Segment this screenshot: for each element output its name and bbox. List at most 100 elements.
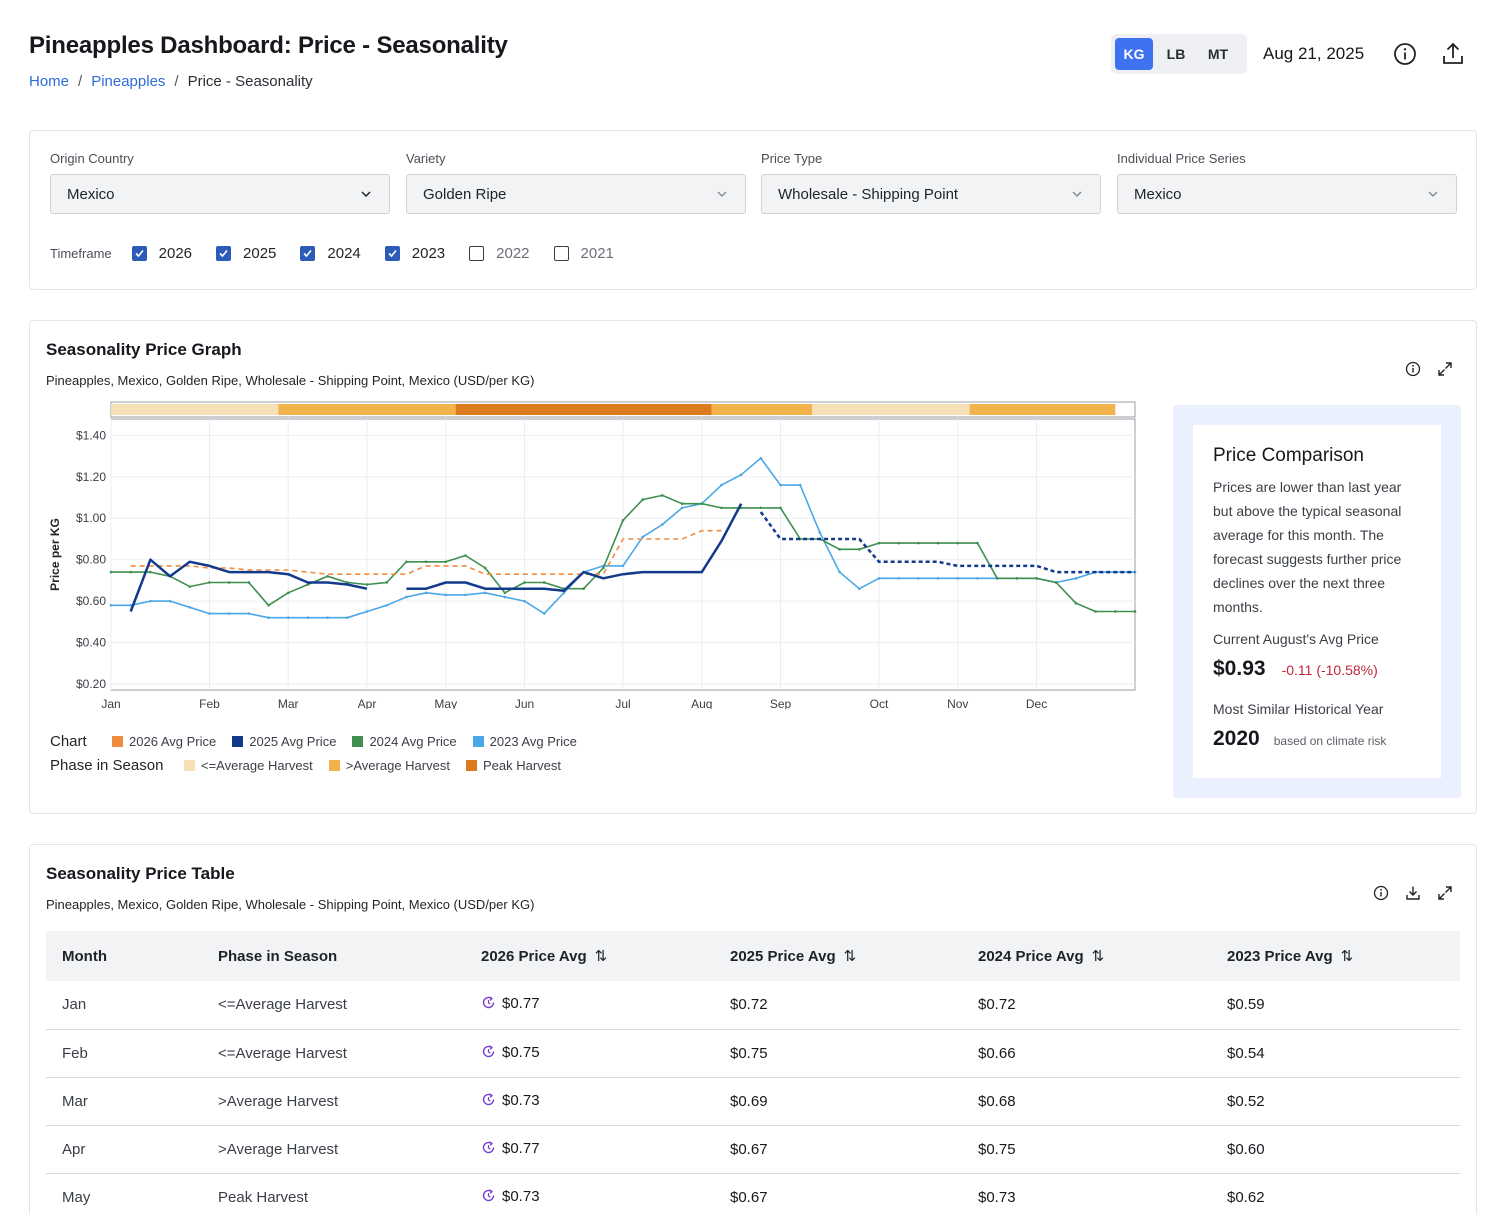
column-header-2023[interactable]: 2023 Price Avg ⇅ — [1211, 931, 1460, 981]
data-point — [503, 595, 507, 599]
data-point — [306, 616, 310, 619]
cell-2026: $0.77 — [465, 1125, 714, 1174]
year-label: 2021 — [580, 245, 614, 262]
sort-icon[interactable]: ⇅ — [1340, 948, 1354, 965]
legend-item-2024[interactable]: 2024 Avg Price — [352, 734, 457, 749]
data-point — [641, 535, 644, 539]
data-point — [858, 548, 861, 551]
data-point — [385, 603, 388, 607]
data-point — [1094, 610, 1097, 613]
graph-subtitle: Pineapples, Mexico, Golden Ripe, Wholesa… — [46, 373, 535, 388]
sort-icon[interactable]: ⇅ — [843, 948, 857, 965]
legend-swatch — [112, 736, 123, 747]
variety-select[interactable]: Golden Ripe — [406, 174, 746, 214]
data-point — [365, 583, 369, 586]
data-point — [779, 483, 782, 487]
chevron-down-icon — [361, 191, 371, 198]
price-series-label: Individual Price Series — [1117, 151, 1246, 166]
column-header-label: 2026 Price Avg — [481, 948, 587, 965]
data-point — [1114, 610, 1117, 613]
cell-2024: $0.68 — [962, 1077, 1211, 1126]
year-2024-checkbox[interactable]: 2024 — [300, 245, 361, 262]
unit-lb-button[interactable]: LB — [1166, 46, 1186, 62]
legend-item-2025[interactable]: 2025 Avg Price — [232, 734, 336, 749]
data-point — [897, 541, 900, 545]
cell-2024: $0.66 — [962, 1029, 1211, 1078]
info-icon[interactable] — [1372, 884, 1390, 902]
year-2022-checkbox[interactable]: 2022 — [469, 245, 530, 262]
legend-label: Peak Harvest — [482, 758, 562, 773]
cell-month: Jan — [46, 981, 202, 1030]
column-header-month[interactable]: Month — [46, 931, 202, 981]
legend-label: >Average Harvest — [345, 758, 450, 773]
data-point — [523, 581, 526, 584]
share-upload-icon[interactable] — [1440, 41, 1466, 67]
column-header-label: 2023 Price Avg — [1227, 948, 1333, 965]
info-icon[interactable] — [1392, 41, 1418, 67]
data-point — [464, 554, 467, 557]
forecast-icon — [481, 1044, 496, 1063]
comparison-title: Price Comparison — [1213, 445, 1364, 466]
data-point — [168, 599, 172, 603]
column-header-label: 2024 Price Avg — [978, 948, 1084, 965]
cell-2023: $0.60 — [1211, 1125, 1460, 1174]
price-type-select[interactable]: Wholesale - Shipping Point — [761, 174, 1101, 214]
column-header-2024[interactable]: 2024 Price Avg ⇅ — [962, 931, 1211, 981]
cell-2023: $0.54 — [1211, 1029, 1460, 1078]
column-header-label: Month — [62, 947, 107, 965]
chart-legend: Chart 2026 Avg Price 2025 Avg Price 2024… — [50, 733, 593, 750]
data-point — [779, 506, 782, 510]
breadcrumb-separator: / — [174, 73, 179, 90]
download-icon[interactable] — [1404, 884, 1422, 902]
data-point — [149, 570, 152, 574]
column-header-2025[interactable]: 2025 Price Avg ⇅ — [714, 931, 962, 981]
breadcrumb-home-link[interactable]: Home — [29, 73, 70, 90]
expand-icon[interactable] — [1436, 360, 1454, 378]
cell-2025: $0.67 — [714, 1173, 962, 1214]
legend-item-2026[interactable]: 2026 Avg Price — [112, 734, 216, 749]
info-icon[interactable] — [1404, 360, 1422, 378]
header-date: Aug 21, 2025 — [1263, 44, 1365, 63]
price-series-select[interactable]: Mexico — [1117, 174, 1457, 214]
cell-2023: $0.52 — [1211, 1077, 1460, 1126]
x-tick-label: Nov — [947, 697, 968, 709]
cell-2025: $0.72 — [714, 981, 962, 1030]
data-point — [1054, 581, 1058, 584]
breadcrumb-pineapples-link[interactable]: Pineapples — [91, 73, 166, 90]
x-tick-label: Jan — [101, 697, 120, 709]
data-point — [621, 519, 625, 522]
data-point — [109, 570, 113, 574]
data-point — [661, 523, 664, 526]
sort-icon[interactable]: ⇅ — [1091, 948, 1105, 965]
legend-item-2023[interactable]: 2023 Avg Price — [472, 734, 577, 749]
year-2025-checkbox[interactable]: 2025 — [216, 245, 276, 262]
price-type-label: Price Type — [761, 151, 823, 166]
breadcrumb-separator: / — [78, 73, 83, 90]
legend-item-phase-mid: >Average Harvest — [328, 758, 450, 773]
year-2021-checkbox[interactable]: 2021 — [553, 245, 614, 262]
data-point — [936, 541, 940, 545]
data-point — [720, 483, 723, 487]
column-header-phase[interactable]: Phase in Season — [202, 931, 465, 981]
graph-title: Seasonality Price Graph — [46, 340, 242, 359]
price-series-filter: Individual Price Series Mexico — [1117, 151, 1457, 214]
breadcrumb: Home / Pineapples / Price - Seasonality — [29, 73, 508, 90]
sort-icon[interactable]: ⇅ — [594, 948, 608, 965]
column-header-2026[interactable]: 2026 Price Avg ⇅ — [465, 931, 714, 981]
unit-kg-button[interactable]: KG — [1115, 38, 1153, 70]
data-point — [109, 603, 113, 607]
origin-country-select[interactable]: Mexico — [50, 174, 390, 214]
data-point — [542, 581, 546, 584]
cell-2023: $0.62 — [1211, 1173, 1460, 1214]
table-header-row: Month Phase in Season 2026 Price Avg ⇅ 20… — [46, 931, 1460, 981]
year-2023-checkbox[interactable]: 2023 — [384, 245, 445, 262]
phase-band-segment — [969, 404, 1116, 415]
data-point — [680, 506, 684, 510]
forecast-icon — [481, 1092, 496, 1111]
data-point — [680, 502, 684, 506]
unit-mt-button[interactable]: MT — [1207, 46, 1229, 62]
current-price-change: -0.11 (-10.58%) — [1281, 662, 1378, 678]
year-2026-checkbox[interactable]: 2026 — [131, 245, 192, 262]
y-axis-label: Price per KG — [48, 518, 62, 591]
expand-icon[interactable] — [1436, 884, 1454, 902]
